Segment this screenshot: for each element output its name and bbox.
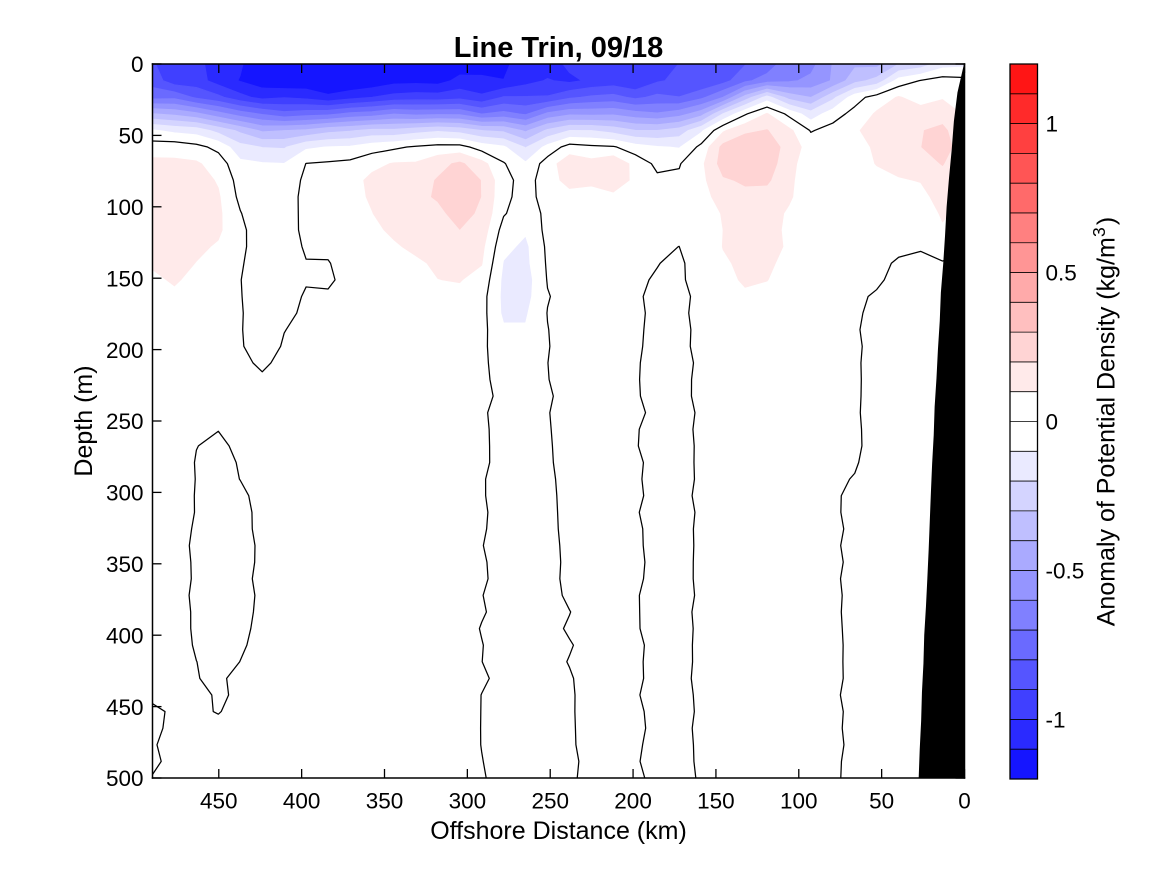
svg-text:Depth (m): Depth (m) [70,365,98,476]
svg-text:200: 200 [614,788,652,813]
svg-text:0: 0 [958,788,971,813]
svg-text:0: 0 [131,52,144,77]
svg-text:500: 500 [106,766,144,791]
svg-text:0: 0 [1046,410,1059,435]
svg-text:50: 50 [118,124,143,149]
svg-text:350: 350 [106,552,144,577]
svg-text:100: 100 [106,195,144,220]
svg-text:50: 50 [869,788,894,813]
svg-text:A n o m: A n o m a l y o f P o t e n t i a l D e [1089,212,1121,626]
svg-text:1: 1 [1046,112,1059,137]
svg-text:300: 300 [449,788,487,813]
svg-text:Line Trin, 09/18: Line Trin, 09/18 [454,32,664,64]
svg-text:400: 400 [106,623,144,648]
svg-text:150: 150 [697,788,735,813]
svg-text:-0.5: -0.5 [1046,559,1085,584]
svg-text:0.5: 0.5 [1046,261,1077,286]
svg-text:250: 250 [531,788,569,813]
svg-text:Offshore Distance (km): Offshore Distance (km) [430,817,687,845]
svg-text:250: 250 [106,409,144,434]
svg-text:350: 350 [366,788,404,813]
svg-text:100: 100 [780,788,818,813]
svg-text:450: 450 [106,695,144,720]
svg-text:-1: -1 [1046,708,1066,733]
svg-text:450: 450 [200,788,238,813]
svg-text:300: 300 [106,481,144,506]
svg-text:150: 150 [106,266,144,291]
svg-text:400: 400 [283,788,321,813]
svg-text:200: 200 [106,338,144,363]
